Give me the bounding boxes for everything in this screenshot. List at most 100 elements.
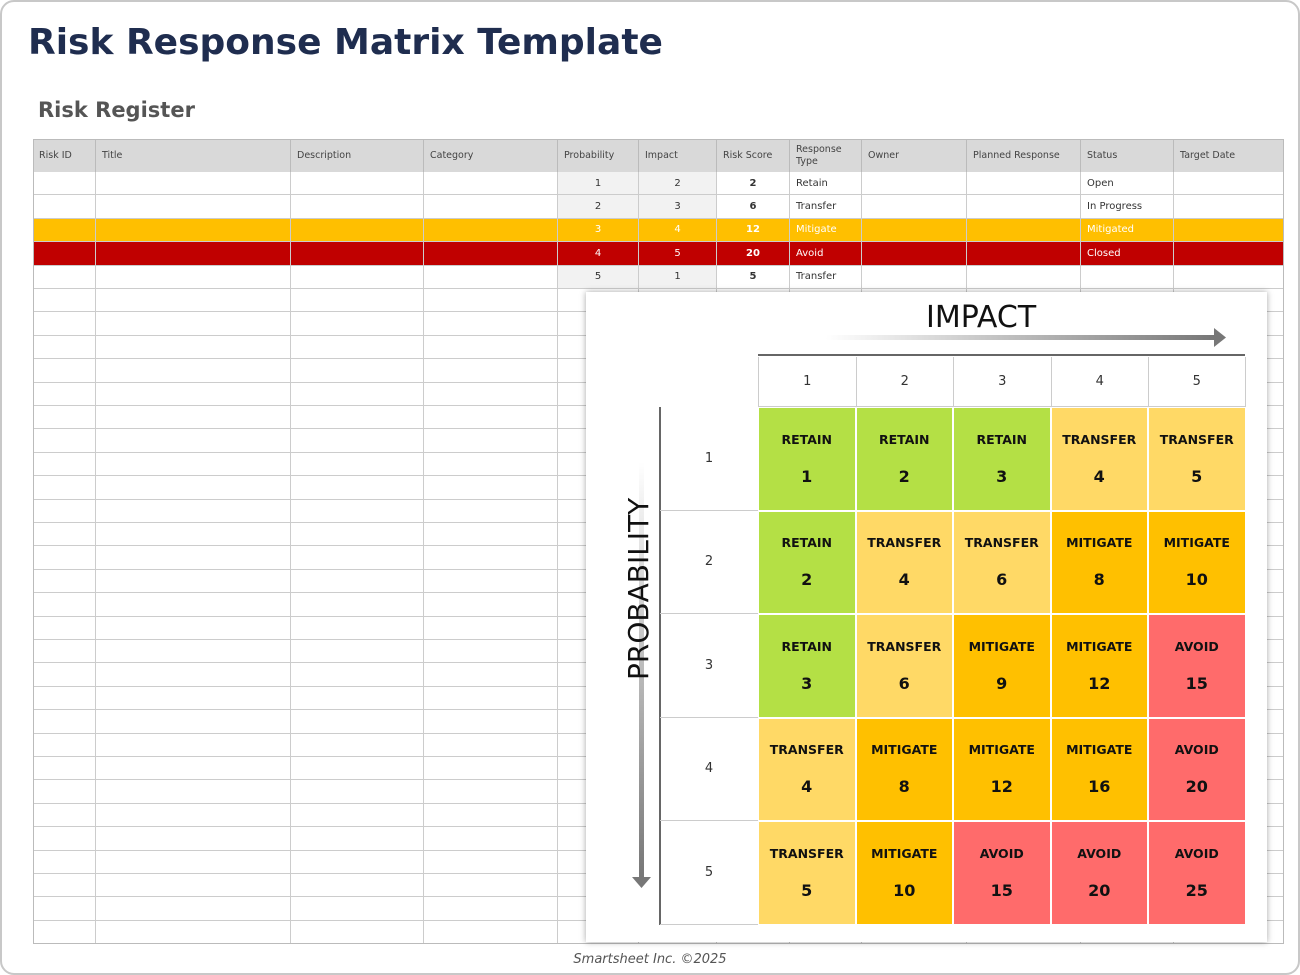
response-label: MITIGATE [871, 845, 938, 861]
empty-cell [33, 686, 96, 711]
empty-cell [96, 242, 291, 266]
empty-cell [424, 874, 558, 898]
score-label: 2 [801, 570, 813, 590]
empty-cell [33, 850, 96, 874]
empty-cell [424, 593, 558, 617]
table-cell: Open [1081, 172, 1174, 196]
empty-cell [424, 663, 558, 687]
empty-cell [424, 265, 558, 289]
empty-cell [33, 195, 96, 219]
empty-cell [424, 429, 558, 453]
empty-cell [291, 406, 424, 430]
empty-cell [33, 874, 96, 898]
table-cell: Closed [1081, 242, 1174, 266]
table-cell: In Progress [1081, 195, 1174, 219]
empty-cell [33, 452, 96, 477]
score-label: 20 [1185, 777, 1208, 797]
impact-level: 4 [1050, 357, 1148, 407]
empty-cell [96, 827, 291, 851]
empty-cell [1081, 265, 1174, 289]
page-title: Risk Response Matrix Template [28, 22, 663, 63]
empty-cell [96, 780, 291, 804]
probability-level: 4 [660, 718, 758, 821]
table-cell: 5 [558, 265, 639, 289]
table-cell: 5 [717, 265, 790, 289]
score-label: 20 [1088, 880, 1111, 900]
matrix-cell: AVOID 25 [1148, 821, 1246, 925]
response-label: RETAIN [781, 431, 832, 447]
empty-cell [96, 289, 291, 313]
column-header: Risk ID [33, 139, 96, 172]
table-cell: 12 [717, 218, 790, 243]
empty-cell [96, 476, 291, 500]
score-label: 12 [1088, 673, 1111, 693]
empty-cell [967, 195, 1081, 219]
table-cell: 6 [717, 195, 790, 219]
empty-cell [424, 335, 558, 360]
empty-cell [291, 312, 424, 336]
empty-cell [424, 686, 558, 711]
empty-cell [424, 569, 558, 594]
empty-cell [33, 218, 96, 243]
empty-cell [33, 546, 96, 570]
empty-cell [291, 803, 424, 828]
empty-cell [96, 663, 291, 687]
empty-cell [96, 803, 291, 828]
response-label: MITIGATE [968, 638, 1035, 654]
empty-cell [33, 733, 96, 757]
empty-cell [96, 312, 291, 336]
empty-cell [291, 499, 424, 523]
matrix-cell: MITIGATE 12 [953, 717, 1051, 821]
empty-cell [291, 850, 424, 874]
empty-cell [33, 523, 96, 547]
empty-cell [96, 569, 291, 594]
empty-cell [96, 429, 291, 453]
score-label: 3 [801, 673, 813, 693]
response-label: AVOID [1174, 742, 1219, 758]
empty-cell [291, 546, 424, 570]
matrix-cell: RETAIN 3 [758, 614, 856, 718]
empty-cell [291, 686, 424, 711]
score-label: 16 [1088, 777, 1111, 797]
probability-level: 5 [660, 821, 758, 925]
matrix-cell: AVOID 20 [1050, 821, 1148, 925]
score-label: 25 [1185, 880, 1208, 900]
empty-cell [96, 686, 291, 711]
empty-cell [33, 382, 96, 406]
impact-label: IMPACT [926, 300, 1037, 335]
column-header: Target Date [1174, 139, 1284, 172]
empty-cell [291, 242, 424, 266]
column-header: Title [96, 139, 291, 172]
empty-cell [967, 218, 1081, 243]
score-label: 10 [1185, 570, 1208, 590]
empty-cell [291, 733, 424, 757]
empty-cell [291, 897, 424, 921]
empty-cell [96, 850, 291, 874]
score-label: 3 [996, 466, 1008, 486]
empty-cell [424, 382, 558, 406]
empty-cell [96, 172, 291, 196]
matrix-cell: AVOID 15 [953, 821, 1051, 925]
empty-cell [424, 476, 558, 500]
empty-cell [424, 499, 558, 523]
table-cell: 3 [639, 195, 717, 219]
empty-cell [424, 359, 558, 383]
empty-cell [291, 265, 424, 289]
empty-cell [33, 803, 96, 828]
table-cell: 2 [717, 172, 790, 196]
matrix-cell: MITIGATE 12 [1050, 614, 1148, 718]
matrix-cell: RETAIN 1 [758, 407, 856, 511]
column-header: Probability [558, 139, 639, 172]
empty-cell [96, 499, 291, 523]
score-label: 2 [898, 466, 910, 486]
matrix-cell: TRANSFER 4 [758, 717, 856, 821]
table-cell: Mitigated [1081, 218, 1174, 243]
empty-cell [291, 429, 424, 453]
empty-cell [96, 218, 291, 243]
response-label: TRANSFER [867, 638, 942, 654]
probability-level: 2 [660, 511, 758, 614]
matrix-cell: MITIGATE 10 [1148, 510, 1246, 614]
table-cell: 3 [558, 218, 639, 243]
empty-cell [424, 218, 558, 243]
empty-cell [291, 382, 424, 406]
